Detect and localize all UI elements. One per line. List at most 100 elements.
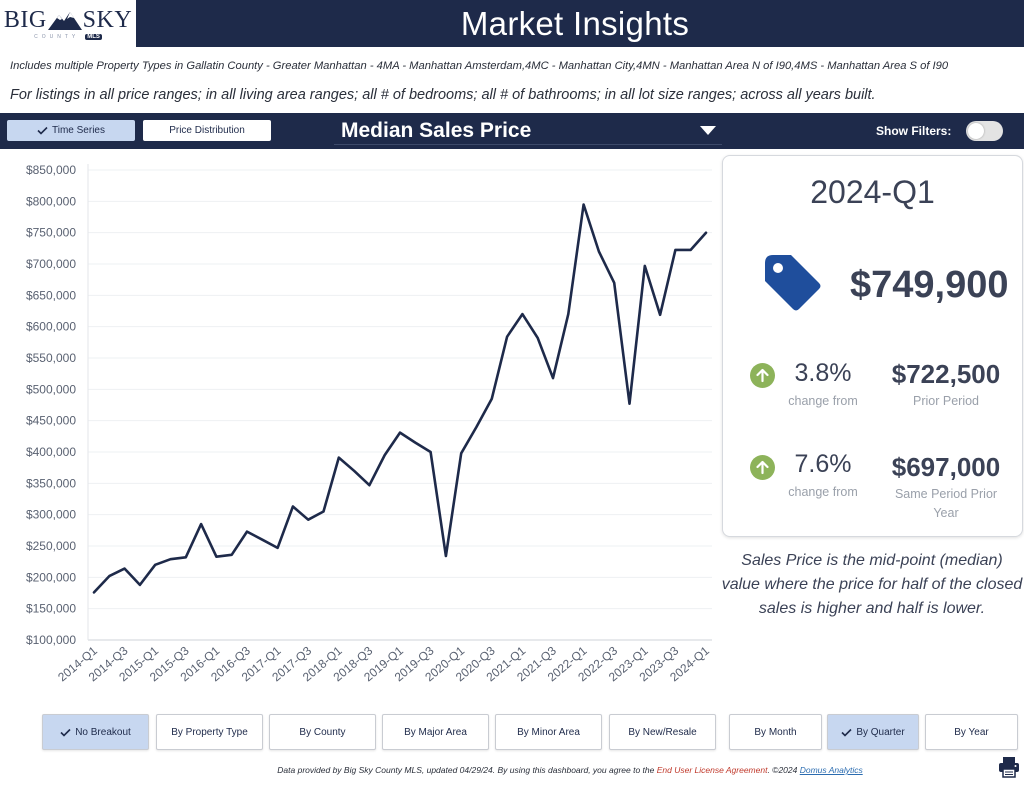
arrow-up-icon bbox=[750, 455, 775, 480]
data-point[interactable] bbox=[365, 481, 373, 489]
show-filters-toggle[interactable] bbox=[966, 121, 1003, 141]
logo-word-right: SKY bbox=[82, 6, 133, 33]
data-point[interactable] bbox=[549, 374, 557, 382]
breakout-minor-area-button[interactable]: By Minor Area bbox=[495, 714, 602, 750]
breakout-label: By New/Resale bbox=[628, 726, 697, 738]
data-point[interactable] bbox=[671, 246, 679, 254]
data-point[interactable] bbox=[350, 467, 358, 475]
data-point[interactable] bbox=[105, 572, 113, 580]
breakout-no-breakout-button[interactable]: No Breakout bbox=[42, 714, 149, 750]
data-point[interactable] bbox=[167, 555, 175, 563]
time-series-button[interactable]: Time Series bbox=[7, 120, 135, 141]
y-tick-label: $400,000 bbox=[26, 445, 76, 459]
logo-subline: COUNTY MLS bbox=[34, 33, 102, 40]
data-point[interactable] bbox=[90, 588, 98, 596]
summary-period: 2024-Q1 bbox=[810, 174, 935, 210]
data-point[interactable] bbox=[228, 551, 236, 559]
price-distribution-label: Price Distribution bbox=[169, 125, 245, 136]
metric-dropdown[interactable]: Median Sales Price bbox=[334, 117, 722, 145]
breakout-major-area-button[interactable]: By Major Area bbox=[382, 714, 489, 750]
eula-link[interactable]: End User License Agreement bbox=[656, 765, 768, 775]
interval-month-button[interactable]: By Month bbox=[729, 714, 822, 750]
prior-period-label: Prior Period bbox=[913, 394, 979, 408]
prior-period-change-pct: 3.8% bbox=[794, 359, 852, 387]
interval-year-button[interactable]: By Year bbox=[925, 714, 1018, 750]
data-point[interactable] bbox=[136, 581, 144, 589]
data-point[interactable] bbox=[626, 400, 634, 408]
data-point[interactable] bbox=[595, 247, 603, 255]
data-point[interactable] bbox=[687, 246, 695, 254]
data-point[interactable] bbox=[411, 439, 419, 447]
breakout-property-type-button[interactable]: By Property Type bbox=[156, 714, 263, 750]
interval-quarter-button[interactable]: By Quarter bbox=[827, 714, 919, 750]
price-tag-icon bbox=[765, 255, 821, 311]
big-sky-logo: BIG SKY COUNTY MLS bbox=[0, 0, 136, 47]
check-icon bbox=[841, 728, 852, 737]
logo-mls-badge: MLS bbox=[85, 33, 102, 40]
filter-summary-areas: Includes multiple Property Types in Gall… bbox=[10, 60, 949, 72]
breakout-label: No Breakout bbox=[75, 726, 131, 738]
y-axis-ticks: $100,000 $150,000 $200,000 $250,000 $300,000… bbox=[26, 163, 76, 647]
data-point[interactable] bbox=[702, 229, 710, 237]
data-point[interactable] bbox=[243, 528, 251, 536]
data-point[interactable] bbox=[258, 536, 266, 544]
prior-year-label: Same Period Prior Year bbox=[894, 487, 998, 520]
data-point[interactable] bbox=[396, 429, 404, 437]
data-point[interactable] bbox=[335, 454, 343, 462]
summary-card: 2024-Q1 $749,900 3.8% change from $722,5… bbox=[722, 155, 1023, 537]
domus-analytics-link[interactable]: Domus Analytics bbox=[799, 765, 863, 775]
header-bar: Market Insights bbox=[136, 0, 1024, 47]
y-tick-label: $700,000 bbox=[26, 257, 76, 271]
data-point[interactable] bbox=[212, 553, 220, 561]
toggle-knob bbox=[968, 123, 984, 139]
y-tick-label: $750,000 bbox=[26, 226, 76, 240]
interval-label: By Quarter bbox=[856, 726, 905, 738]
data-point[interactable] bbox=[121, 565, 129, 573]
mountain-icon bbox=[47, 11, 82, 30]
breakout-new-resale-button[interactable]: By New/Resale bbox=[609, 714, 716, 750]
data-point[interactable] bbox=[381, 451, 389, 459]
median-price-line-chart: $100,000 $150,000 $200,000 $250,000 $300,000… bbox=[26, 163, 712, 684]
data-point[interactable] bbox=[656, 311, 664, 319]
data-point[interactable] bbox=[442, 552, 450, 560]
y-tick-label: $450,000 bbox=[26, 414, 76, 428]
breakout-label: By Major Area bbox=[404, 726, 467, 738]
data-point[interactable] bbox=[304, 516, 312, 524]
show-filters-label: Show Filters: bbox=[876, 124, 952, 138]
data-point[interactable] bbox=[580, 200, 588, 208]
data-point[interactable] bbox=[488, 395, 496, 403]
data-point[interactable] bbox=[151, 561, 159, 569]
data-point[interactable] bbox=[503, 333, 511, 341]
data-point[interactable] bbox=[610, 279, 618, 287]
data-point[interactable] bbox=[534, 334, 542, 342]
data-point[interactable] bbox=[289, 503, 297, 511]
data-point[interactable] bbox=[320, 508, 328, 516]
data-point[interactable] bbox=[274, 544, 282, 552]
prior-period-value: $722,500 bbox=[891, 359, 1001, 389]
y-tick-label: $650,000 bbox=[26, 288, 76, 302]
filter-summary-ranges: For listings in all price ranges; in all… bbox=[10, 87, 876, 103]
data-point[interactable] bbox=[518, 310, 526, 318]
control-bar: Time Series Price Distribution Median Sa… bbox=[0, 113, 1024, 149]
chevron-down-icon bbox=[700, 126, 716, 135]
breakout-county-button[interactable]: By County bbox=[269, 714, 376, 750]
data-point[interactable] bbox=[641, 262, 649, 270]
data-point[interactable] bbox=[564, 310, 572, 318]
breakout-label: By County bbox=[299, 726, 346, 738]
data-point[interactable] bbox=[473, 423, 481, 431]
price-distribution-button[interactable]: Price Distribution bbox=[143, 120, 271, 141]
interval-label: By Year bbox=[954, 726, 989, 738]
breakout-label: By Property Type bbox=[171, 726, 248, 738]
data-point[interactable] bbox=[182, 553, 190, 561]
y-tick-label: $100,000 bbox=[26, 633, 76, 647]
data-point[interactable] bbox=[197, 520, 205, 528]
y-tick-label: $350,000 bbox=[26, 476, 76, 490]
metric-description: Sales Price is the mid-point (median) va… bbox=[721, 552, 1023, 617]
data-point[interactable] bbox=[457, 449, 465, 457]
series-line-median-sales-price[interactable] bbox=[92, 203, 708, 594]
logo-wordmark: BIG SKY bbox=[4, 8, 132, 32]
printer-icon[interactable] bbox=[998, 756, 1020, 778]
prior-year-change-note: change from bbox=[788, 485, 858, 499]
prior-year-value: $697,000 bbox=[891, 452, 1001, 482]
data-point[interactable] bbox=[427, 448, 435, 456]
